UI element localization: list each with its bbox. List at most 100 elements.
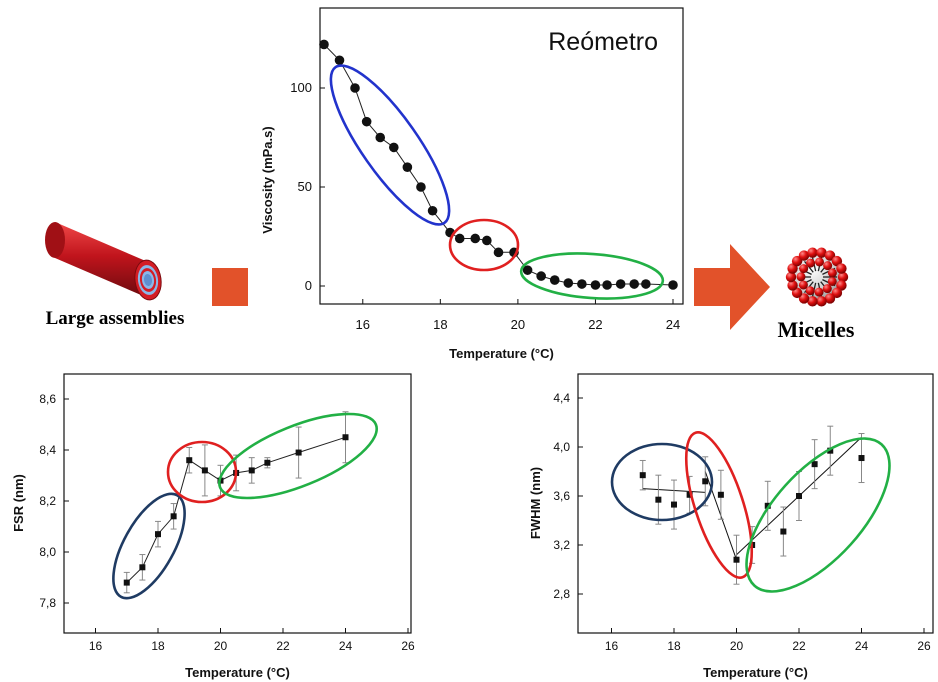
label-large-assemblies: Large assemblies bbox=[46, 308, 185, 329]
micelle-head bbox=[807, 247, 818, 258]
micelle-head bbox=[814, 287, 824, 297]
highlight-ellipse bbox=[610, 442, 714, 522]
data-point bbox=[375, 132, 386, 143]
data-point bbox=[470, 233, 481, 244]
x-tick-label: 24 bbox=[666, 317, 680, 332]
micelle-head bbox=[798, 280, 808, 290]
x-tick-label: 20 bbox=[730, 639, 744, 653]
y-axis-label: Viscosity (mPa.s) bbox=[260, 126, 275, 233]
data-point bbox=[717, 491, 724, 498]
data-point bbox=[827, 447, 834, 454]
x-tick-label: 20 bbox=[511, 317, 525, 332]
y-tick-label: 8,4 bbox=[39, 443, 56, 457]
data-point bbox=[186, 457, 193, 464]
series-line bbox=[126, 436, 346, 583]
x-tick-label: 20 bbox=[214, 639, 228, 653]
chart-fwhm: 16 18 20 22 24 26 2,8 3,2 3,6 4,0 4,4 Temperature (… bbox=[528, 373, 934, 680]
data-point bbox=[319, 39, 329, 50]
data-point bbox=[639, 472, 646, 479]
chart-fsr: 16 18 20 22 24 26 7,8 8,0 8,2 8,4 8,6 Temperature (… bbox=[11, 373, 415, 680]
data-point bbox=[454, 233, 465, 244]
micelle-head bbox=[807, 296, 818, 307]
x-tick-label: 22 bbox=[588, 317, 602, 332]
y-tick-label: 3,6 bbox=[553, 489, 570, 503]
data-point bbox=[549, 275, 560, 285]
y-tick-label: 8,0 bbox=[39, 545, 56, 559]
y-tick-label: 4,4 bbox=[553, 391, 570, 405]
micelle-head bbox=[816, 247, 827, 258]
data-point bbox=[655, 496, 662, 503]
data-point bbox=[615, 279, 626, 289]
highlight-ellipse bbox=[684, 431, 754, 579]
micelle-head bbox=[815, 257, 825, 267]
x-axis-label: Temperature (°C) bbox=[449, 346, 554, 361]
y-tick-label: 0 bbox=[305, 278, 312, 293]
y-tick-label: 4,0 bbox=[553, 440, 570, 454]
y-tick-label: 50 bbox=[298, 179, 312, 194]
transition-square bbox=[212, 268, 248, 306]
data-point bbox=[702, 478, 709, 485]
x-tick-label: 16 bbox=[356, 317, 370, 332]
data-point bbox=[361, 116, 372, 127]
micelle-head bbox=[822, 284, 832, 294]
micelle-head bbox=[823, 261, 833, 271]
data-point bbox=[170, 513, 177, 520]
x-axis-label: Temperature (°C) bbox=[703, 665, 808, 680]
data-point bbox=[201, 467, 208, 474]
data-point bbox=[402, 162, 413, 172]
x-tick-label: 16 bbox=[605, 639, 619, 653]
data-point bbox=[350, 83, 360, 93]
data-point bbox=[858, 455, 865, 462]
highlight-ellipse bbox=[745, 437, 891, 593]
data-point bbox=[811, 461, 818, 468]
micelle-head bbox=[827, 276, 837, 286]
micelle-head bbox=[831, 287, 843, 299]
data-point bbox=[123, 579, 130, 586]
data-point bbox=[780, 528, 787, 535]
data-point bbox=[671, 501, 677, 508]
data-point bbox=[416, 182, 426, 192]
highlight-ellipse bbox=[218, 412, 378, 500]
micelle-head bbox=[827, 268, 837, 278]
data-point bbox=[139, 564, 146, 571]
data-point bbox=[248, 467, 255, 474]
micelle-head bbox=[787, 280, 798, 291]
x-tick-label: 24 bbox=[339, 639, 353, 653]
y-axis-label: FWHM (nm) bbox=[528, 467, 543, 539]
plot-frame bbox=[577, 373, 934, 634]
data-point bbox=[155, 531, 161, 538]
data-point bbox=[536, 271, 546, 281]
micelle-head bbox=[796, 272, 806, 282]
micelle-illustration bbox=[785, 247, 849, 307]
x-axis-label: Temperature (°C) bbox=[185, 665, 290, 680]
x-tick-label: 26 bbox=[917, 639, 931, 653]
data-point bbox=[264, 459, 271, 466]
y-tick-label: 2,8 bbox=[553, 587, 570, 601]
x-tick-label: 22 bbox=[792, 639, 806, 653]
data-point bbox=[796, 493, 802, 499]
y-axis-label: FSR (nm) bbox=[11, 474, 26, 532]
chart-viscosity: 16 18 20 22 24 0 50 100 Temperature (°C) Viscosit… bbox=[260, 7, 684, 361]
data-point bbox=[295, 449, 302, 456]
data-point bbox=[577, 279, 587, 289]
y-tick-label: 3,2 bbox=[553, 538, 570, 552]
data-point bbox=[389, 142, 399, 153]
x-tick-label: 24 bbox=[855, 639, 869, 653]
highlight-ellipse bbox=[448, 218, 520, 272]
micelle-head bbox=[836, 263, 847, 274]
data-point bbox=[522, 265, 533, 275]
x-tick-label: 22 bbox=[276, 639, 290, 653]
micelle-head bbox=[798, 293, 810, 304]
data-point bbox=[602, 280, 612, 290]
data-point bbox=[590, 280, 601, 290]
x-tick-label: 16 bbox=[89, 639, 103, 653]
highlight-ellipse bbox=[519, 252, 665, 300]
data-point bbox=[427, 205, 438, 216]
x-tick-label: 18 bbox=[433, 317, 447, 332]
micelle-head bbox=[785, 271, 797, 283]
data-point bbox=[629, 279, 640, 289]
micelle-head bbox=[805, 286, 815, 296]
x-tick-label: 26 bbox=[401, 639, 415, 653]
x-tick-label: 18 bbox=[667, 639, 681, 653]
data-point bbox=[733, 556, 740, 563]
